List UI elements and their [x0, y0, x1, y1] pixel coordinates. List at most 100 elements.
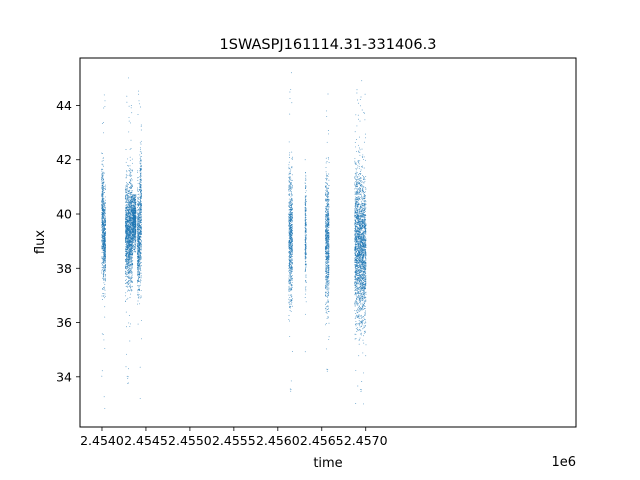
data-point	[129, 148, 131, 150]
data-point	[104, 306, 106, 308]
data-point	[129, 170, 131, 171]
data-point	[125, 191, 127, 193]
data-point	[289, 173, 291, 174]
data-point	[139, 261, 141, 263]
data-point	[129, 260, 131, 262]
data-point	[137, 274, 139, 276]
data-point	[130, 201, 131, 203]
data-point	[103, 221, 104, 223]
data-point	[290, 261, 292, 263]
data-point	[289, 261, 291, 263]
data-point	[291, 276, 293, 278]
data-point	[289, 263, 291, 265]
data-point	[133, 219, 135, 221]
data-point	[133, 223, 135, 224]
data-point	[132, 211, 134, 213]
data-point	[103, 234, 105, 236]
data-point	[290, 191, 292, 193]
data-point	[132, 217, 134, 219]
data-point	[104, 262, 106, 264]
data-point	[139, 224, 141, 226]
data-point	[140, 207, 142, 209]
data-point	[129, 173, 131, 175]
data-point	[291, 194, 293, 196]
data-point	[125, 230, 126, 232]
data-point	[289, 209, 291, 211]
data-point	[288, 190, 290, 192]
data-point	[137, 177, 139, 179]
data-point	[129, 186, 131, 188]
data-point	[138, 225, 140, 227]
data-point	[289, 310, 291, 312]
data-point	[125, 212, 126, 214]
data-point	[127, 281, 129, 283]
data-point	[135, 203, 137, 205]
data-point	[305, 253, 307, 254]
data-point	[129, 209, 131, 211]
data-point	[130, 179, 132, 181]
data-point	[304, 234, 306, 236]
data-point	[139, 203, 141, 205]
data-point	[140, 226, 142, 228]
data-point	[103, 260, 105, 262]
data-point	[128, 322, 130, 324]
data-point	[105, 231, 106, 232]
data-point	[139, 280, 141, 282]
data-point	[288, 223, 290, 225]
data-point	[291, 267, 293, 269]
data-point	[130, 248, 132, 250]
data-point	[304, 214, 306, 216]
data-point	[131, 213, 132, 215]
data-point	[291, 258, 293, 260]
data-point	[140, 251, 142, 253]
data-point	[125, 265, 127, 267]
data-point	[289, 210, 291, 212]
data-point	[104, 204, 106, 206]
data-point	[125, 268, 127, 270]
data-point	[137, 187, 138, 189]
data-point	[291, 298, 293, 300]
data-point	[133, 238, 135, 240]
data-point	[130, 176, 132, 178]
data-point	[126, 244, 128, 246]
data-point	[102, 191, 104, 192]
data-point	[102, 177, 104, 179]
data-point	[305, 201, 307, 203]
data-point	[132, 190, 134, 192]
data-point	[103, 107, 105, 109]
data-point	[128, 105, 130, 107]
data-point	[140, 106, 142, 108]
data-point	[125, 217, 127, 219]
data-point	[132, 249, 134, 251]
data-point	[104, 407, 106, 409]
data-point	[102, 260, 104, 262]
data-point	[131, 244, 133, 246]
data-point	[139, 221, 141, 223]
data-point	[139, 212, 141, 213]
data-point	[128, 280, 130, 282]
data-point	[137, 255, 138, 257]
data-point	[101, 188, 103, 190]
data-point	[139, 205, 141, 207]
data-point	[130, 257, 132, 259]
data-point	[130, 272, 132, 273]
data-point	[101, 245, 103, 247]
data-point	[289, 294, 291, 296]
data-point	[103, 267, 105, 269]
data-point	[128, 368, 129, 370]
data-point	[289, 227, 291, 229]
data-point	[104, 218, 106, 220]
data-point	[137, 238, 138, 240]
data-point	[103, 226, 105, 228]
data-point	[101, 153, 103, 154]
data-point	[328, 338, 330, 340]
data-point	[141, 153, 142, 155]
data-point	[129, 178, 131, 180]
data-point	[291, 245, 293, 246]
data-point	[101, 179, 103, 181]
data-point	[102, 222, 103, 224]
data-point	[134, 247, 136, 249]
data-point	[290, 242, 292, 244]
data-point	[129, 205, 131, 207]
data-point	[104, 244, 106, 246]
